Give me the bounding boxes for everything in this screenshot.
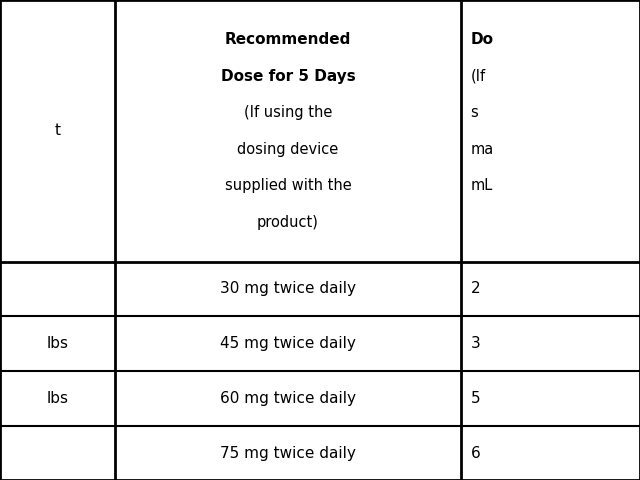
Text: 6: 6 xyxy=(470,445,480,461)
Text: Recommended: Recommended xyxy=(225,32,351,47)
Text: 60 mg twice daily: 60 mg twice daily xyxy=(220,391,356,406)
Text: dosing device: dosing device xyxy=(237,142,339,156)
Text: lbs: lbs xyxy=(47,336,68,351)
Text: lbs: lbs xyxy=(47,391,68,406)
Text: 2: 2 xyxy=(470,281,480,297)
Text: product): product) xyxy=(257,215,319,229)
Text: t: t xyxy=(54,123,61,138)
Text: 45 mg twice daily: 45 mg twice daily xyxy=(220,336,356,351)
Text: Dose for 5 Days: Dose for 5 Days xyxy=(221,69,355,84)
Text: (If: (If xyxy=(470,69,486,84)
Text: (If using the: (If using the xyxy=(244,105,332,120)
Text: ma: ma xyxy=(470,142,493,156)
Text: 75 mg twice daily: 75 mg twice daily xyxy=(220,445,356,461)
Text: 3: 3 xyxy=(470,336,480,351)
Text: 30 mg twice daily: 30 mg twice daily xyxy=(220,281,356,297)
Text: supplied with the: supplied with the xyxy=(225,178,351,193)
Text: s: s xyxy=(470,105,478,120)
Text: 5: 5 xyxy=(470,391,480,406)
Text: mL: mL xyxy=(470,178,493,193)
Text: Do: Do xyxy=(470,32,493,47)
